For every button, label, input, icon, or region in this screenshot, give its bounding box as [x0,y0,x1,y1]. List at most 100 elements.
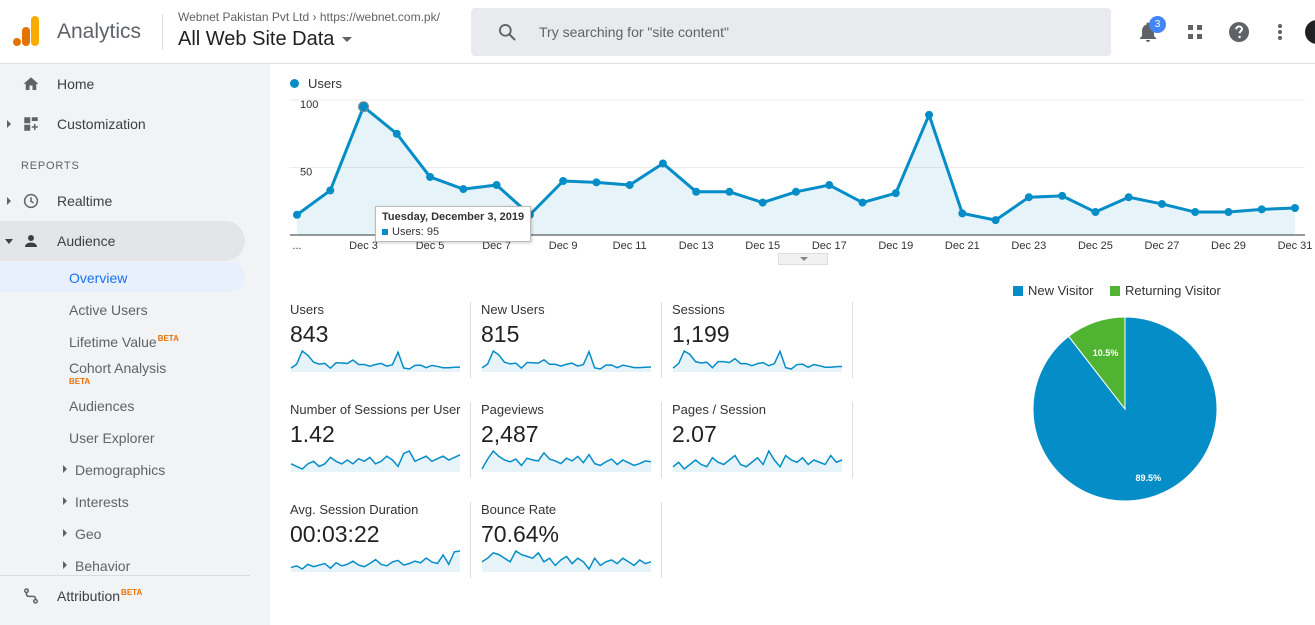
data-point [1091,208,1100,217]
sidebar-divider [0,575,250,576]
sparkline-line [290,550,461,570]
x-tick-label: ... [292,240,301,252]
sparkline-area [673,451,842,472]
caret-down-icon [342,37,353,43]
sidebar-item-customization[interactable]: Customization [0,104,245,144]
metric-sparkline [290,349,461,372]
apps-grid-icon[interactable] [1183,20,1207,44]
metric-tile-pages-per-session[interactable]: Pages / Session 2.07 [672,402,852,480]
sidebar-item-attribution[interactable]: AttributionBETA [0,576,245,616]
x-tick-label: Dec 9 [549,240,578,252]
chart-expand-toggle[interactable] [778,253,828,265]
search-input[interactable] [539,22,1079,42]
sidebar-subitem-cohort-analysis[interactable]: Cohort Analysis BETA [0,352,245,392]
sidebar-subitem-interests[interactable]: Interests [0,486,245,516]
beta-badge: BETA [121,588,143,597]
sparkline-line [481,349,652,370]
data-point [991,216,1000,225]
data-point [858,198,867,207]
metric-tile-sessions-per-user[interactable]: Number of Sessions per User 1.42 [290,402,470,480]
x-tick-label: Dec 3 [349,240,378,252]
data-point [358,101,370,113]
tooltip-value: Users: 95 [392,226,440,238]
more-vert-icon[interactable] [1268,20,1292,44]
data-point [1224,208,1233,217]
attribution-icon [24,588,38,604]
sidebar-item-realtime[interactable]: Realtime [0,181,245,221]
view-selector-label: All Web Site Data [178,28,335,50]
metric-tile-bounce-rate[interactable]: Bounce Rate 70.64% [481,502,661,580]
sidebar-item-home[interactable]: Home [0,64,245,104]
analytics-logo-icon[interactable] [12,16,40,46]
search-icon [499,24,516,41]
sidebar-subitem-label: Behavior [75,558,131,574]
sidebar-subitem-label: Interests [75,494,129,510]
metric-tile-users[interactable]: Users 843 [290,302,470,380]
users-line-chart[interactable]: 100 50... Dec 3 Dec 5 Dec 7 Dec 9 Dec 11 Dec 13… [270,94,1315,254]
sidebar-subitem-audiences[interactable]: Audiences [0,390,245,420]
x-tick-label: Dec 17 [812,240,847,252]
x-tick-label: Dec 27 [1145,240,1180,252]
beta-badge: BETA [157,334,179,343]
sidebar-subitem-geo[interactable]: Geo [0,518,245,548]
sparkline-line [290,450,461,470]
tooltip-row: Users: 95 [382,226,524,238]
search-bar[interactable] [471,8,1111,56]
sidebar-subitem-user-explorer[interactable]: User Explorer [0,422,245,452]
sidebar-subitem-demographics[interactable]: Demographics [0,454,245,484]
metric-label: Bounce Rate [481,502,557,517]
sidebar-subitem-label: Lifetime Value [69,334,157,350]
sidebar-subitem-overview[interactable]: Overview [0,262,245,292]
expand-arrow-icon [7,197,11,205]
expand-arrow-icon [63,497,67,505]
sidebar-item-label: Home [57,76,95,92]
view-selector[interactable]: All Web Site Data [178,28,353,51]
sidebar-item-label: Audience [57,233,116,249]
sparkline-line [672,449,843,471]
metric-tile-pageviews[interactable]: Pageviews 2,487 [481,402,661,480]
data-point [459,185,468,194]
x-tick-label: Dec 29 [1211,240,1246,252]
metric-tile-avg-session-duration[interactable]: Avg. Session Duration 00:03:22 [290,502,470,580]
legend-swatch [1110,286,1120,296]
metric-tile-sessions[interactable]: Sessions 1,199 [672,302,852,380]
metric-sparkline [481,349,652,372]
metric-value: 00:03:22 [290,521,380,547]
reports-section-heading: REPORTS [21,160,80,172]
sparkline-area [482,551,651,572]
sidebar-subitem-active-users[interactable]: Active Users [0,294,245,324]
data-point [1291,204,1299,212]
pie-legend-new-visitor[interactable]: New Visitor [1013,283,1094,298]
metric-value: 1,199 [672,321,730,347]
users-legend-marker [290,79,299,88]
metric-label: Sessions [672,302,725,317]
sidebar-item-audience[interactable]: Audience [0,221,245,261]
data-point [392,129,401,138]
data-point [1124,193,1133,202]
tile-divider [661,402,662,478]
metric-sparkline [481,549,652,572]
x-tick-label: Dec 13 [679,240,714,252]
help-icon[interactable] [1227,20,1251,44]
data-point [1157,199,1166,208]
visitor-type-pie-chart[interactable]: 89.5% 10.5% [1030,314,1220,504]
app-name: Analytics [57,20,142,43]
expand-arrow-icon [7,120,11,128]
account-avatar[interactable] [1305,20,1315,44]
sidebar-subitem-lifetime-value[interactable]: Lifetime ValueBETA [0,326,245,356]
clock-icon [23,193,39,209]
expand-arrow-icon [63,465,67,473]
metric-tile-new-users[interactable]: New Users 815 [481,302,661,380]
pie-legend-returning-visitor[interactable]: Returning Visitor [1110,283,1221,298]
sidebar-subitem-label: User Explorer [69,430,155,446]
collapse-arrow-icon [5,239,13,244]
chart-legend-users[interactable]: Users [308,76,342,91]
metric-label: Pageviews [481,402,544,417]
data-point [326,186,335,195]
x-tick-label: Dec 19 [878,240,913,252]
account-breadcrumb[interactable]: Webnet Pakistan Pvt Ltd › https://webnet… [178,10,440,24]
notification-count-badge: 3 [1149,16,1166,33]
sidebar-subitem-behavior[interactable]: Behavior [0,550,245,580]
metric-sparkline [672,449,843,472]
data-point [725,187,734,196]
